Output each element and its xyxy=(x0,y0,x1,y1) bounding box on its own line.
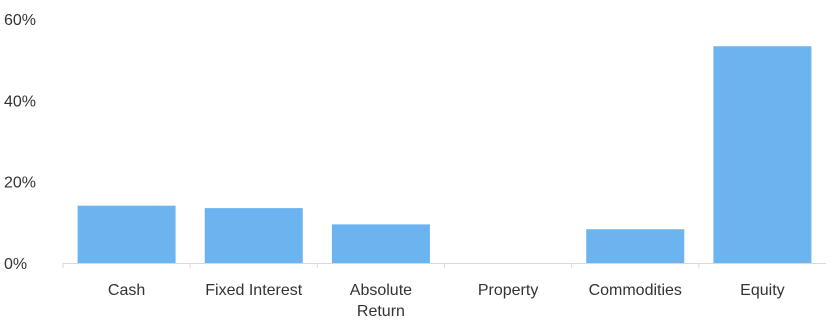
x-tick-label: Commodities xyxy=(589,282,682,299)
y-tick-label: 20% xyxy=(4,175,36,192)
bar xyxy=(77,205,176,263)
y-tick-label: 40% xyxy=(4,93,36,110)
x-tick-label-line: Absolute xyxy=(350,282,412,299)
bar xyxy=(586,229,685,263)
x-tick-label: Equity xyxy=(740,282,784,299)
y-tick-label: 0% xyxy=(4,256,27,273)
x-tick-label-line: Return xyxy=(357,303,405,320)
bar xyxy=(331,224,430,263)
x-tick-label-line: Commodities xyxy=(589,282,682,299)
x-tick-label-line: Cash xyxy=(108,282,145,299)
x-tick-label: Property xyxy=(478,282,538,299)
x-tick-label: Cash xyxy=(108,282,145,299)
bar xyxy=(713,46,812,263)
y-tick-label: 60% xyxy=(4,12,36,29)
x-tick-label: Absolute Return xyxy=(350,282,412,320)
bar xyxy=(204,208,303,263)
x-tick-label-line: Equity xyxy=(740,282,784,299)
x-tick-label: Fixed Interest xyxy=(205,282,302,299)
x-axis-labels: Cash Fixed Interest Absolute Return Property… xyxy=(108,282,785,320)
y-axis-ticks: 0% 20% 40% 60% xyxy=(4,12,36,273)
x-tick-label-line: Property xyxy=(478,282,538,299)
x-tick-label-line: Fixed Interest xyxy=(205,282,302,299)
bars xyxy=(62,46,812,268)
